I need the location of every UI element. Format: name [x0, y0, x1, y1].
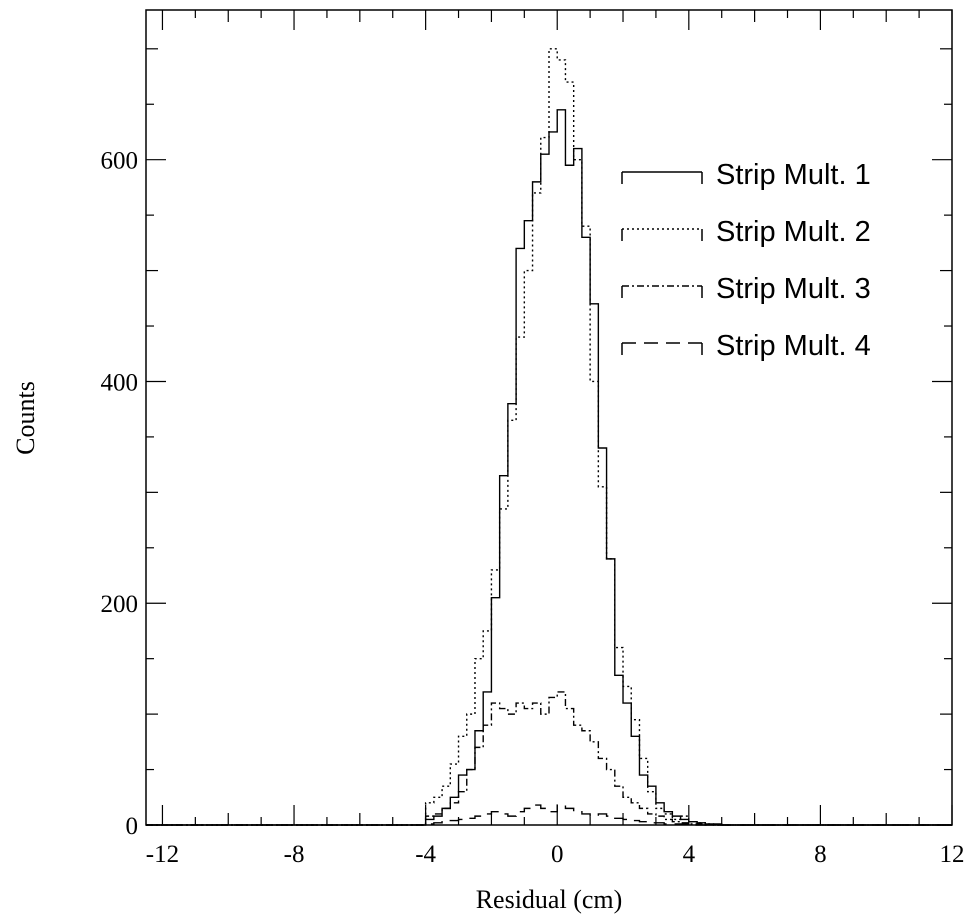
x-tick-label: 12 [940, 841, 965, 868]
x-axis-title: Residual (cm) [476, 885, 623, 914]
x-tick-label: -12 [146, 841, 179, 868]
legend-label: Strip Mult. 3 [716, 273, 871, 305]
y-tick-label: 600 [101, 148, 139, 175]
y-tick-label: 0 [126, 813, 139, 840]
y-axis-title: Counts [11, 381, 40, 455]
y-tick-label: 400 [101, 369, 139, 396]
series-line-3 [146, 692, 952, 825]
legend: Strip Mult. 1 Strip Mult. 2 Strip Mult. 3 S… [622, 159, 871, 362]
legend-label: Strip Mult. 1 [716, 159, 871, 191]
y-tick-label: 200 [101, 591, 139, 618]
legend-label: Strip Mult. 4 [716, 330, 871, 362]
legend-label: Strip Mult. 2 [716, 216, 871, 248]
x-tick-label: 0 [551, 841, 564, 868]
x-tick-label: -8 [284, 841, 305, 868]
x-tick-label: -4 [415, 841, 436, 868]
x-tick-label: 8 [814, 841, 827, 868]
series-line-4 [146, 805, 952, 825]
x-tick-label: 4 [683, 841, 696, 868]
